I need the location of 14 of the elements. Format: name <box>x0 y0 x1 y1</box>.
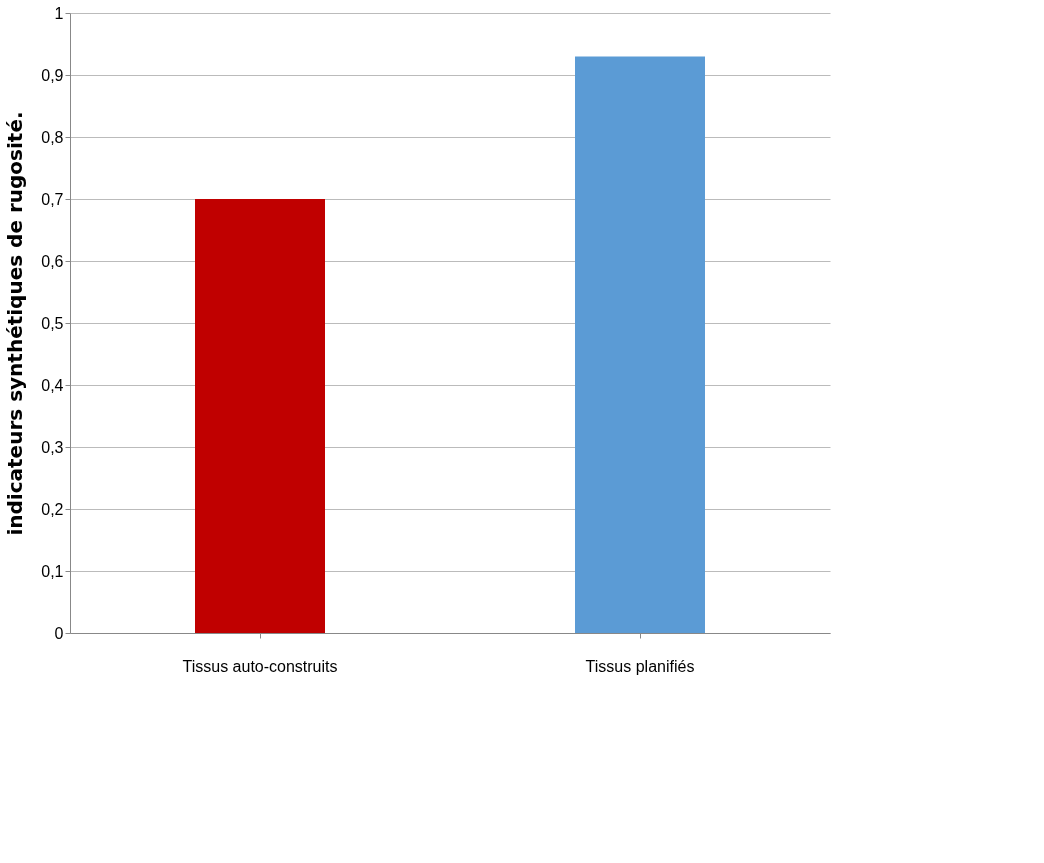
y-tick-label: 0,3 <box>41 438 64 456</box>
y-tick-label: 0,1 <box>41 562 64 580</box>
x-tick-label: Tissus planifiés <box>585 657 695 675</box>
y-tick-label: 0,4 <box>41 376 64 394</box>
y-tick-label: 0,6 <box>41 252 64 270</box>
y-tick-label: 1 <box>54 4 64 22</box>
y-tick-label: 0,9 <box>41 66 64 84</box>
y-axis-title: indicateurs synthétiques de rugosité. <box>3 111 28 536</box>
y-tick-label: 0,7 <box>41 190 64 208</box>
y-tick-label: 0,5 <box>41 314 64 332</box>
y-tick-label: 0 <box>54 624 64 642</box>
y-tick-label: 0,8 <box>41 128 64 146</box>
x-tick-label: Tissus auto-construits <box>182 657 338 675</box>
y-tick-label: 0,2 <box>41 500 64 518</box>
